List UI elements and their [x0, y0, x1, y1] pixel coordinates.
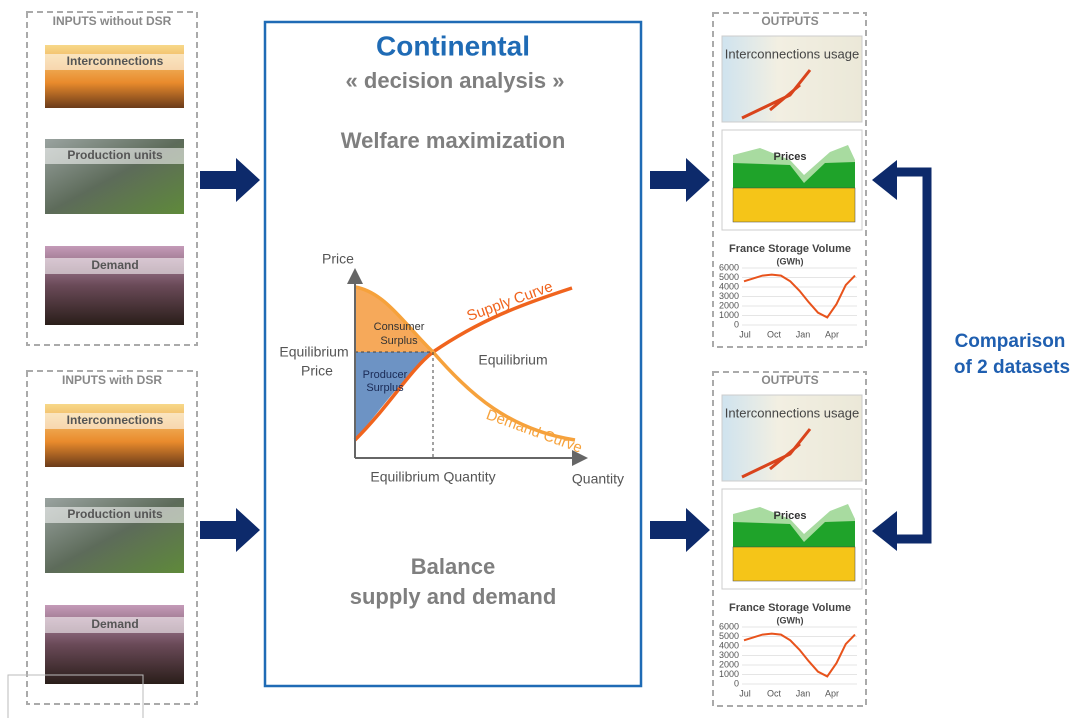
diagram: INPUTS without DSR Interconnections Produc… [0, 0, 1083, 718]
comparison-text: of 2 datasets [954, 357, 1070, 378]
y-tick-label: 0 [734, 319, 739, 329]
arrow [200, 508, 260, 552]
arrow [650, 158, 710, 202]
x-tick-label: Oct [767, 688, 782, 698]
output-title: OUTPUTS [761, 14, 818, 28]
storage-unit: (GWh) [777, 615, 804, 625]
input-label: Interconnections [67, 54, 164, 68]
area-label: Producer [363, 369, 408, 381]
x-tick-label: Jul [739, 329, 751, 339]
y-tick-label: 4000 [719, 640, 739, 650]
x-tick-label: Jan [796, 329, 811, 339]
arrowhead [872, 160, 897, 200]
arrow [200, 158, 260, 202]
area-label: Surplus [380, 335, 418, 347]
prices-base [733, 547, 855, 581]
y-tick-label: 4000 [719, 281, 739, 291]
arrowhead [872, 511, 897, 551]
x-tick-label: Oct [767, 329, 782, 339]
y-tick-label: 1000 [719, 669, 739, 679]
center-title: Continental [376, 30, 530, 61]
eq-label: Price [301, 363, 333, 379]
axis-label: Quantity [572, 471, 624, 487]
input-label: Demand [91, 617, 138, 631]
input-label: Interconnections [67, 413, 164, 427]
output-title: OUTPUTS [761, 373, 818, 387]
compare-arrow [897, 172, 927, 539]
y-tick-label: 1000 [719, 310, 739, 320]
input-label: Demand [91, 258, 138, 272]
eq-label: Equilibrium Quantity [370, 469, 495, 485]
arrow [650, 508, 710, 552]
eq-label: Equilibrium [478, 352, 547, 368]
storage-title: France Storage Volume [729, 602, 851, 614]
prices-title: Prices [773, 510, 806, 522]
eq-label: Equilibrium [279, 344, 348, 360]
center-heading: Welfare maximization [341, 128, 566, 153]
x-tick-label: Jul [739, 688, 751, 698]
x-tick-label: Jan [796, 688, 811, 698]
x-tick-label: Apr [825, 329, 839, 339]
y-tick-label: 6000 [719, 621, 739, 631]
center-subtitle: « decision analysis » [346, 68, 565, 93]
center-footer: Balance [411, 554, 495, 579]
y-tick-label: 6000 [719, 262, 739, 272]
map-title: Interconnections usage [725, 405, 859, 420]
y-tick-label: 3000 [719, 291, 739, 301]
x-tick-label: Apr [825, 688, 839, 698]
center-footer: supply and demand [350, 584, 557, 609]
storage-unit: (GWh) [777, 256, 804, 266]
y-tick-label: 5000 [719, 631, 739, 641]
map-title: Interconnections usage [725, 46, 859, 61]
y-tick-label: 2000 [719, 659, 739, 669]
content: INPUTS without DSR Interconnections Produc… [8, 12, 1083, 718]
y-tick-label: 2000 [719, 300, 739, 310]
input-title: INPUTS with DSR [62, 373, 162, 387]
comparison-text: Comparison [955, 331, 1066, 352]
y-tick-label: 0 [734, 678, 739, 688]
area-label: Surplus [366, 382, 404, 394]
y-tick-label: 3000 [719, 650, 739, 660]
axis-label: Price [322, 251, 354, 267]
storage-title: France Storage Volume [729, 243, 851, 255]
input-title: INPUTS without DSR [53, 14, 172, 28]
y-tick-label: 5000 [719, 272, 739, 282]
prices-title: Prices [773, 151, 806, 163]
input-label: Production units [67, 507, 163, 521]
prices-base [733, 188, 855, 222]
input-label: Production units [67, 148, 163, 162]
area-label: Consumer [374, 321, 425, 333]
